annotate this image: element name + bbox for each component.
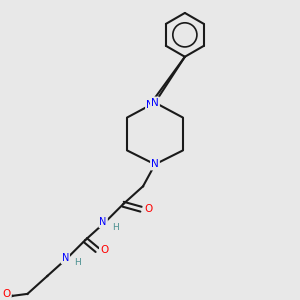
Text: H: H bbox=[112, 223, 119, 232]
Text: N: N bbox=[100, 217, 107, 227]
Text: H: H bbox=[74, 259, 81, 268]
Text: N: N bbox=[151, 159, 159, 170]
Text: N: N bbox=[61, 253, 69, 263]
Text: N: N bbox=[151, 98, 159, 108]
Text: O: O bbox=[144, 204, 152, 214]
Text: N: N bbox=[146, 100, 154, 110]
Text: O: O bbox=[100, 245, 108, 255]
Text: O: O bbox=[2, 289, 11, 299]
